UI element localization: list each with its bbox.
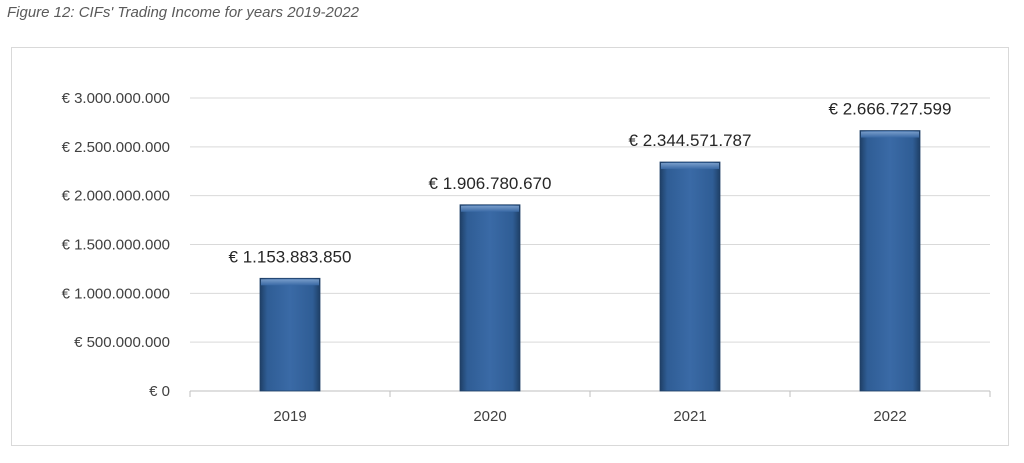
y-tick-label: € 2.000.000.000 — [62, 188, 170, 205]
bar — [459, 204, 521, 392]
x-axis-ticks: 2019 2020 2021 2022 — [273, 408, 906, 425]
bar-highlight — [861, 131, 919, 138]
y-tick-label: € 3.000.000.000 — [62, 90, 170, 107]
bar-highlight — [661, 163, 719, 170]
bar-2022 — [859, 130, 921, 392]
figure-title: Figure 12: CIFs' Trading Income for year… — [7, 4, 359, 21]
bar — [659, 161, 721, 392]
x-tick-label: 2020 — [473, 408, 506, 425]
data-label: € 2.344.571.787 — [629, 131, 752, 150]
data-label: € 1.153.883.850 — [229, 247, 352, 266]
y-tick-label: € 1.500.000.000 — [62, 237, 170, 254]
y-tick-label: € 0 — [149, 383, 170, 400]
bar-2020 — [459, 204, 521, 392]
x-tick-label: 2019 — [273, 408, 306, 425]
bar-highlight — [261, 279, 319, 286]
bar-2019 — [259, 277, 321, 392]
bar-2021 — [659, 161, 721, 392]
y-tick-label: € 2.500.000.000 — [62, 139, 170, 156]
bar — [259, 277, 321, 392]
x-axis — [189, 390, 991, 397]
data-labels: € 1.153.883.850 € 1.906.780.670 € 2.344.57… — [229, 100, 952, 267]
bars — [259, 130, 921, 392]
x-tick-label: 2021 — [673, 408, 706, 425]
y-tick-label: € 1.000.000.000 — [62, 285, 170, 302]
bar-highlight — [461, 205, 519, 212]
y-axis-ticks: € 0 € 500.000.000 € 1.000.000.000 € 1.500.0… — [62, 90, 170, 400]
data-label: € 1.906.780.670 — [429, 174, 552, 193]
gridlines — [190, 97, 990, 343]
data-label: € 2.666.727.599 — [829, 100, 952, 119]
y-tick-label: € 500.000.000 — [74, 334, 170, 351]
bar — [859, 130, 921, 392]
x-tick-label: 2022 — [873, 408, 906, 425]
